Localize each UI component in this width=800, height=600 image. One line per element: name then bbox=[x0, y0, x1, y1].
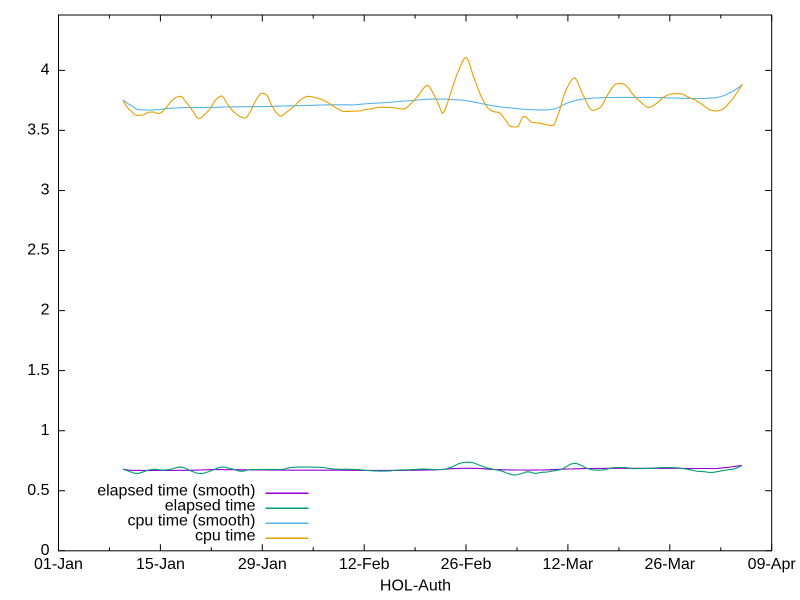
svg-text:HOL-Auth: HOL-Auth bbox=[380, 578, 451, 595]
svg-text:0.5: 0.5 bbox=[27, 482, 49, 499]
svg-text:cpu time (smooth): cpu time (smooth) bbox=[127, 513, 255, 530]
svg-text:26-Mar: 26-Mar bbox=[644, 556, 695, 573]
svg-text:2.5: 2.5 bbox=[27, 242, 49, 259]
svg-text:12-Mar: 12-Mar bbox=[543, 556, 594, 573]
svg-text:elapsed time (smooth): elapsed time (smooth) bbox=[97, 483, 255, 500]
svg-text:2: 2 bbox=[41, 302, 50, 319]
svg-text:3.5: 3.5 bbox=[27, 122, 49, 139]
svg-text:29-Jan: 29-Jan bbox=[238, 556, 287, 573]
svg-text:26-Feb: 26-Feb bbox=[441, 556, 492, 573]
svg-text:01-Jan: 01-Jan bbox=[34, 556, 83, 573]
svg-text:15-Jan: 15-Jan bbox=[136, 556, 185, 573]
svg-text:elapsed time: elapsed time bbox=[165, 498, 256, 515]
svg-text:4: 4 bbox=[41, 62, 50, 79]
svg-text:cpu time: cpu time bbox=[195, 528, 256, 545]
svg-text:1: 1 bbox=[41, 422, 50, 439]
svg-text:3: 3 bbox=[41, 182, 50, 199]
svg-text:1.5: 1.5 bbox=[27, 362, 49, 379]
svg-text:09-Apr: 09-Apr bbox=[748, 556, 797, 573]
svg-text:0: 0 bbox=[41, 542, 50, 559]
svg-text:12-Feb: 12-Feb bbox=[339, 556, 390, 573]
